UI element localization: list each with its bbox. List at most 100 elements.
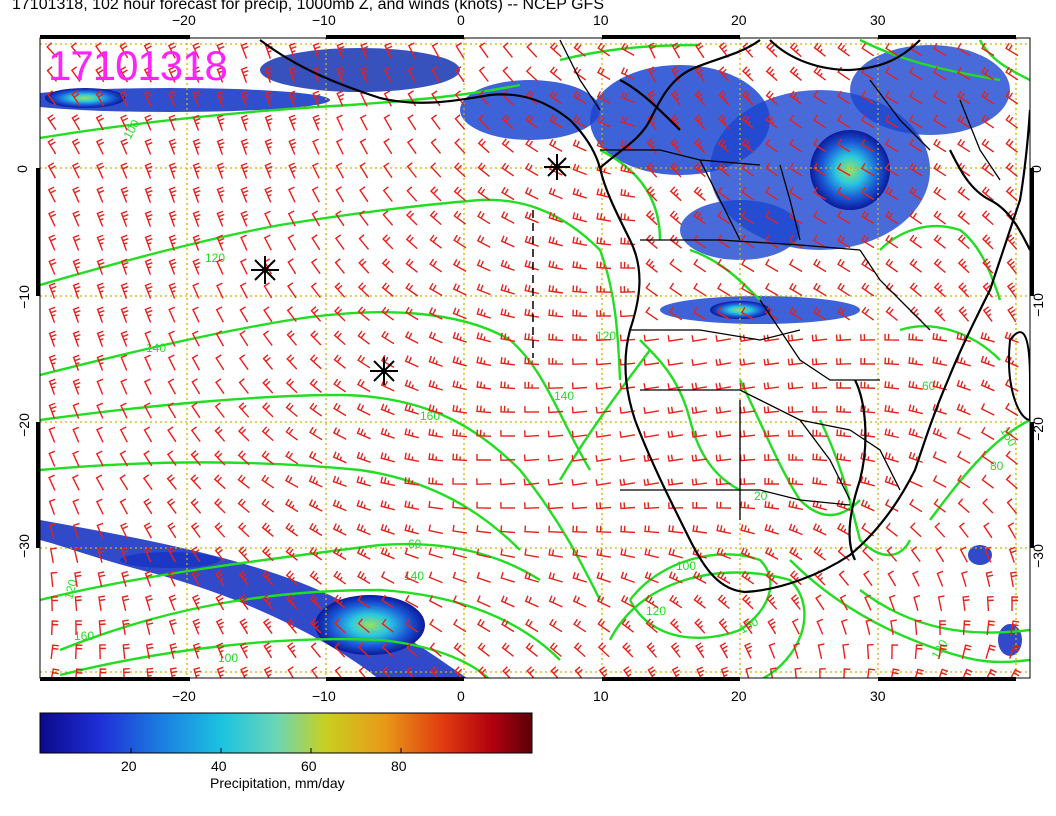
wind-barb [240,666,249,678]
wind-barb [836,382,851,389]
wind-barb [167,402,177,419]
wind-barb [237,450,250,466]
wind-barb [715,454,732,462]
wind-barb [741,234,755,249]
wind-barb [933,114,947,129]
wind-barb [548,236,563,247]
wind-barb [120,234,129,251]
wind-barb [718,618,730,634]
wind-barb [668,548,683,559]
wind-barb [216,138,225,155]
wind-barb [428,428,444,438]
wind-barb [643,454,660,463]
wind-barb [934,522,946,538]
lon-tick-bottom: 30 [870,688,886,704]
wind-barb [500,571,515,583]
wind-barb [71,138,80,155]
wind-barb [548,572,563,583]
wind-barb [958,282,970,298]
wind-barb [312,138,320,155]
wind-barb [524,572,539,583]
wind-barb [860,162,875,177]
wind-barb [957,498,970,514]
madagascar-outline [1008,331,1030,422]
wind-barb [861,234,875,249]
wind-barb [812,382,828,390]
contour-label: 80 [990,459,1004,473]
wind-barb [837,90,851,105]
wind-barb [357,570,371,585]
wind-barb [120,114,129,131]
wind-barb [620,595,635,608]
wind-barb [817,643,825,659]
wind-barb [72,186,81,203]
wind-barb [71,90,81,107]
wind-barb [932,380,947,391]
wind-barb [885,42,899,57]
wind-barb [216,234,225,251]
wind-barb [524,406,540,413]
wind-barb [763,382,779,390]
wind-barb [667,383,684,391]
wind-barb [166,474,177,490]
wind-barb [192,642,201,659]
wind-barb [644,571,659,584]
wind-barb [286,594,298,610]
wind-barb [476,571,491,583]
wind-barb [216,642,225,659]
wind-barb [359,114,368,131]
wind-barb [311,162,320,179]
wind-barb [192,66,201,83]
wind-barb [619,478,636,487]
wind-barb [500,548,516,558]
wind-barb [240,114,249,131]
wind-barb [526,42,538,58]
wind-barb [550,666,559,678]
wind-barb [741,114,754,130]
lon-tick-bottom: 10 [593,688,609,704]
wind-barb [619,455,636,463]
wind-barb [285,498,299,513]
wind-barb [669,306,683,321]
wind-barb [526,666,535,678]
wind-barb [333,378,347,393]
wind-barb [48,450,56,467]
wind-barb [75,644,83,660]
wind-barb [524,430,540,438]
wind-barb [957,138,971,153]
wind-barb [932,356,948,366]
wind-barb [571,430,587,438]
wind-barb [309,402,323,417]
wind-barb [380,571,395,584]
wind-barb [908,428,923,439]
wind-barb [380,427,395,439]
wind-barb [789,42,802,58]
wind-barb [715,335,732,343]
wind-barb [238,378,249,394]
wind-barb [96,522,104,539]
wind-barb [909,258,923,273]
wind-barb [404,403,419,415]
contour-label: 60 [408,537,422,551]
wind-barb [884,475,899,487]
wind-barb [596,91,611,104]
wind-barb [667,454,684,462]
wind-barb [96,426,104,443]
wind-barb [310,642,322,658]
wind-barb [404,379,419,392]
wind-barb [406,210,418,226]
wind-barb [476,525,492,534]
wind-barb [962,620,971,636]
wind-barb [620,67,635,80]
wind-barb [861,114,875,129]
wind-barb [99,668,107,678]
wind-barb [309,594,322,610]
wind-barb [837,306,851,321]
wind-barb [695,642,705,659]
wind-barb [501,618,515,633]
wind-barb [382,234,394,250]
wind-barb [166,498,177,515]
wind-barb [645,618,658,634]
wind-barb [789,210,803,225]
wind-barb [356,523,371,536]
